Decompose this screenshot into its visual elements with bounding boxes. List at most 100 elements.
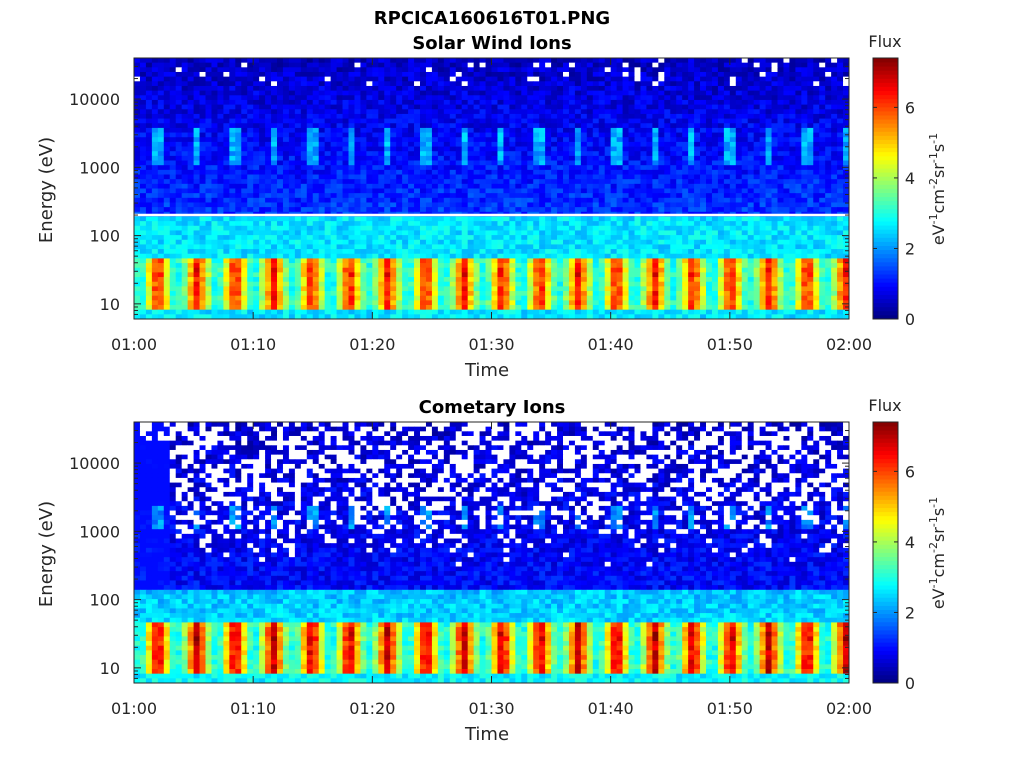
heatmap-cell — [503, 239, 510, 245]
heatmap-cell — [729, 76, 737, 82]
heatmap-cell — [151, 58, 159, 64]
heatmap-cell — [342, 113, 349, 119]
heatmap-cell — [211, 179, 218, 185]
heatmap-cell — [449, 123, 457, 129]
heatmap-cell — [610, 225, 618, 231]
heatmap-cell — [527, 244, 534, 250]
heatmap-cell — [658, 90, 665, 96]
heatmap-cell — [598, 62, 606, 68]
heatmap-cell — [753, 146, 761, 152]
heatmap-cell — [384, 239, 391, 245]
heatmap-cell — [241, 104, 248, 110]
heatmap-cell — [461, 95, 469, 101]
heatmap-cell — [479, 230, 486, 236]
heatmap-cell — [241, 244, 248, 250]
heatmap-cell — [604, 132, 612, 138]
heatmap-cell — [199, 207, 206, 213]
heatmap-cell — [223, 76, 230, 82]
heatmap-cell — [324, 169, 332, 175]
heatmap-cell — [473, 207, 480, 213]
heatmap-cell — [670, 71, 677, 78]
heatmap-cell — [592, 151, 600, 157]
heatmap-cell — [789, 109, 796, 115]
heatmap-cell — [330, 207, 337, 213]
heatmap-cell — [634, 118, 641, 124]
heatmap-cell — [396, 146, 403, 152]
heatmap-cell — [372, 71, 379, 78]
heatmap-cell — [473, 169, 480, 175]
heatmap-cell — [843, 188, 850, 194]
heatmap-cell — [134, 183, 141, 189]
heatmap-cell — [670, 95, 677, 101]
heatmap-cell — [193, 104, 200, 110]
heatmap-cell — [741, 169, 749, 175]
heatmap-cell — [747, 132, 755, 138]
heatmap-cell — [265, 58, 272, 64]
heatmap-cell — [145, 188, 153, 194]
heatmap-cell — [729, 197, 737, 203]
heatmap-cell — [420, 104, 427, 110]
heatmap-cell — [306, 188, 314, 194]
heatmap-cell — [431, 132, 439, 138]
heatmap-cell — [735, 113, 743, 119]
heatmap-cell — [336, 188, 343, 194]
heatmap-cell — [342, 216, 349, 222]
heatmap-cell — [414, 188, 421, 194]
heatmap-cell — [396, 118, 403, 124]
heatmap-cell — [330, 239, 337, 245]
heatmap-cell — [390, 62, 397, 68]
heatmap-cell — [503, 76, 510, 82]
heatmap-cell — [723, 188, 731, 194]
heatmap-cell — [831, 225, 838, 231]
heatmap-cell — [288, 193, 296, 199]
heatmap-cell — [771, 155, 778, 161]
heatmap-cell — [789, 118, 796, 124]
heatmap-cell — [348, 179, 355, 185]
heatmap-cell — [145, 244, 153, 250]
heatmap-cell — [741, 99, 749, 106]
heatmap-cell — [634, 99, 641, 106]
heatmap-cell — [711, 109, 719, 115]
heatmap-cell — [622, 169, 629, 175]
heatmap-cell — [318, 99, 326, 106]
heatmap-cell — [717, 188, 725, 194]
heatmap-cell — [163, 123, 171, 129]
heatmap-cell — [294, 225, 302, 231]
heatmap-cell — [825, 207, 832, 213]
heatmap-cell — [676, 141, 683, 147]
heatmap-cell — [187, 202, 194, 208]
heatmap-cell — [151, 118, 159, 124]
heatmap-cell — [157, 58, 165, 64]
heatmap-cell — [563, 207, 570, 213]
heatmap-cell — [163, 216, 171, 222]
heatmap-cell — [348, 90, 355, 96]
heatmap-cell — [521, 155, 528, 161]
heatmap-cell — [193, 193, 200, 199]
heatmap-cell — [574, 99, 582, 106]
heatmap-cell — [711, 188, 719, 194]
heatmap-cell — [610, 169, 618, 175]
heatmap-cell — [467, 71, 475, 78]
heatmap-cell — [616, 230, 623, 236]
heatmap-cell — [259, 188, 266, 194]
heatmap-cell — [199, 76, 206, 82]
heatmap-cell — [151, 239, 159, 245]
heatmap-cell — [491, 99, 498, 106]
heatmap-cell — [282, 169, 290, 175]
heatmap-cell — [765, 58, 772, 64]
heatmap-cell — [342, 197, 349, 203]
heatmap-cell — [199, 230, 206, 236]
heatmap-cell — [372, 207, 379, 213]
heatmap-cell — [700, 188, 707, 194]
heatmap-cell — [664, 197, 671, 203]
heatmap-cell — [396, 95, 403, 101]
heatmap-cell — [711, 183, 719, 189]
heatmap-cell — [837, 230, 844, 236]
heatmap-cell — [843, 67, 850, 73]
heatmap-cell — [288, 221, 296, 227]
heatmap-cell — [378, 146, 385, 152]
heatmap-cell — [557, 127, 564, 133]
heatmap-cell — [330, 123, 337, 129]
heatmap-cell — [753, 230, 761, 236]
heatmap-cell — [443, 151, 451, 157]
